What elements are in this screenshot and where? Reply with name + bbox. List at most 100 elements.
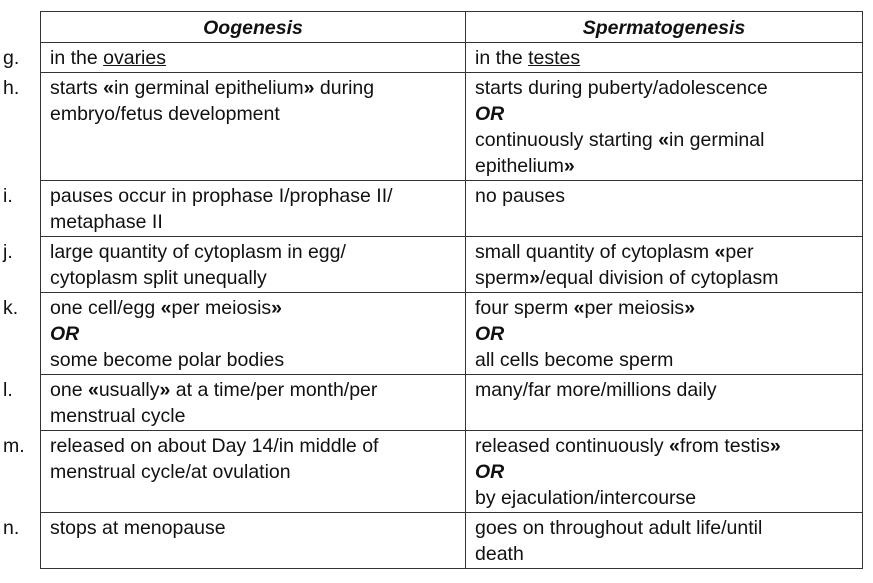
text-segment: cytoplasm split unequally: [50, 267, 267, 289]
text-segment: pauses occur in prophase I/prophase II/: [50, 185, 393, 207]
oogenesis-cell: l. one «usually» at a time/per month/per m…: [3, 374, 466, 431]
table-row: i. pauses occur in prophase I/prophase II…: [3, 180, 863, 237]
text-segment: released continuously: [475, 435, 670, 457]
text-segment: menstrual cycle: [50, 405, 186, 427]
row-label: h.: [3, 77, 20, 99]
text-line: by ejaculation/intercourse: [475, 485, 853, 511]
text-segment: per meiosis: [171, 297, 272, 319]
guillemet: »: [769, 435, 781, 457]
text-segment: epithelium: [475, 155, 564, 177]
table-row: g. in the ovaries in the testes: [3, 42, 863, 73]
guillemet: »: [271, 297, 283, 319]
guillemet: «: [669, 435, 680, 457]
text-line: sperm»/equal division of cytoplasm: [475, 265, 853, 291]
text-line: one cell/egg «per meiosis»: [50, 295, 456, 321]
text-segment: per meiosis: [584, 297, 685, 319]
text-segment: usually: [98, 379, 160, 401]
text-segment: in the: [475, 47, 529, 69]
oogenesis-cell: i. pauses occur in prophase I/prophase II…: [3, 180, 466, 237]
text-line: menstrual cycle: [50, 403, 456, 429]
text-segment: menstrual cycle/at ovulation: [50, 461, 291, 483]
text-line: goes on throughout adult life/until: [475, 515, 853, 541]
text-segment: starts: [50, 77, 104, 99]
text-line: released continuously «from testis»: [475, 433, 853, 459]
or-connector: OR: [475, 103, 505, 125]
table-row: k. one cell/egg «per meiosis» OR some becom…: [3, 292, 863, 375]
or-connector: OR: [475, 461, 505, 483]
header-oogenesis: Oogenesis: [40, 11, 466, 43]
guillemet: »: [684, 297, 696, 319]
oogenesis-cell: n. stops at menopause: [3, 512, 466, 569]
text-line: many/far more/millions daily: [475, 377, 853, 403]
text-segment: large quantity of cytoplasm in egg/: [50, 241, 346, 263]
text-segment: by ejaculation/intercourse: [475, 487, 697, 509]
text-segment: some become polar bodies: [50, 349, 285, 371]
text-segment: one: [50, 379, 88, 401]
row-label: j.: [3, 241, 13, 263]
oogenesis-cell: k. one cell/egg «per meiosis» OR some becom…: [3, 292, 466, 375]
guillemet: »: [159, 379, 171, 401]
table-row: l. one «usually» at a time/per month/per m…: [3, 374, 863, 431]
guillemet: »: [529, 267, 541, 289]
text-segment: /equal division of cytoplasm: [540, 267, 779, 289]
guillemet: «: [714, 241, 726, 263]
text-segment: continuously starting: [475, 129, 659, 151]
text-segment: per: [725, 241, 754, 263]
text-line: embryo/fetus development: [50, 101, 456, 127]
text-segment: released on about Day 14/in middle of: [50, 435, 379, 457]
guillemet: »: [563, 155, 575, 177]
or-connector: OR: [50, 323, 80, 345]
text-segment: stops at menopause: [50, 517, 226, 539]
text-segment: no pauses: [475, 185, 565, 207]
text-segment: in germinal epithelium: [113, 77, 304, 99]
table-row: h. starts «in germinal epithelium» during…: [3, 72, 863, 181]
table-row: n. stops at menopause goes on throughout a…: [3, 512, 863, 569]
text-line: all cells become sperm: [475, 347, 853, 373]
text-segment: goes on throughout adult life/until: [475, 517, 763, 539]
text-segment: metaphase II: [50, 211, 163, 233]
text-line: menstrual cycle/at ovulation: [50, 459, 456, 485]
text-line: starts during puberty/adolescence: [475, 75, 853, 101]
text-line: some become polar bodies: [50, 347, 456, 373]
guillemet: «: [87, 379, 99, 401]
text-line: four sperm «per meiosis»: [475, 295, 853, 321]
text-line: large quantity of cytoplasm in egg/: [50, 239, 456, 265]
text-line: one «usually» at a time/per month/per: [50, 377, 456, 403]
spermatogenesis-cell: many/far more/millions daily: [465, 374, 863, 431]
text-segment: in the: [50, 47, 104, 69]
text-segment: death: [475, 543, 524, 565]
guillemet: «: [658, 129, 670, 151]
text-line: starts «in germinal epithelium» during: [50, 75, 456, 101]
text-segment: from testis: [679, 435, 770, 457]
oogenesis-cell: h. starts «in germinal epithelium» during…: [3, 72, 466, 181]
text-line: cytoplasm split unequally: [50, 265, 456, 291]
spermatogenesis-cell: starts during puberty/adolescence OR conti…: [465, 72, 863, 181]
spermatogenesis-cell: four sperm «per meiosis» OR all cells beco…: [465, 292, 863, 375]
comparison-table: Oogenesis Spermatogenesis g. in the ovari…: [3, 11, 863, 569]
text-segment: sperm: [475, 267, 530, 289]
text-segment: during: [314, 77, 375, 99]
oogenesis-cell: m. released on about Day 14/in middle of m…: [3, 430, 466, 513]
table-row: j. large quantity of cytoplasm in egg/cyt…: [3, 236, 863, 293]
oogenesis-cell: g. in the ovaries: [3, 42, 466, 73]
row-label: i.: [3, 185, 13, 207]
row-label: l.: [3, 379, 13, 401]
spermatogenesis-cell: small quantity of cytoplasm «per sperm»/e…: [465, 236, 863, 293]
guillemet: »: [303, 77, 315, 99]
header-row: Oogenesis Spermatogenesis: [40, 11, 863, 43]
underlined-text: testes: [528, 47, 581, 69]
text-segment: small quantity of cytoplasm: [475, 241, 715, 263]
row-label: g.: [3, 47, 20, 69]
text-line: small quantity of cytoplasm «per: [475, 239, 853, 265]
text-line: continuously starting «in germinal: [475, 127, 853, 153]
text-line: death: [475, 541, 853, 567]
text-line: in the ovaries: [50, 45, 456, 71]
spermatogenesis-cell: in the testes: [465, 42, 863, 73]
text-segment: all cells become sperm: [475, 349, 674, 371]
row-label: k.: [3, 297, 19, 319]
guillemet: «: [103, 77, 114, 99]
spermatogenesis-cell: released continuously «from testis» OR by …: [465, 430, 863, 513]
row-label: m.: [3, 435, 25, 457]
text-segment: in germinal: [669, 129, 765, 151]
